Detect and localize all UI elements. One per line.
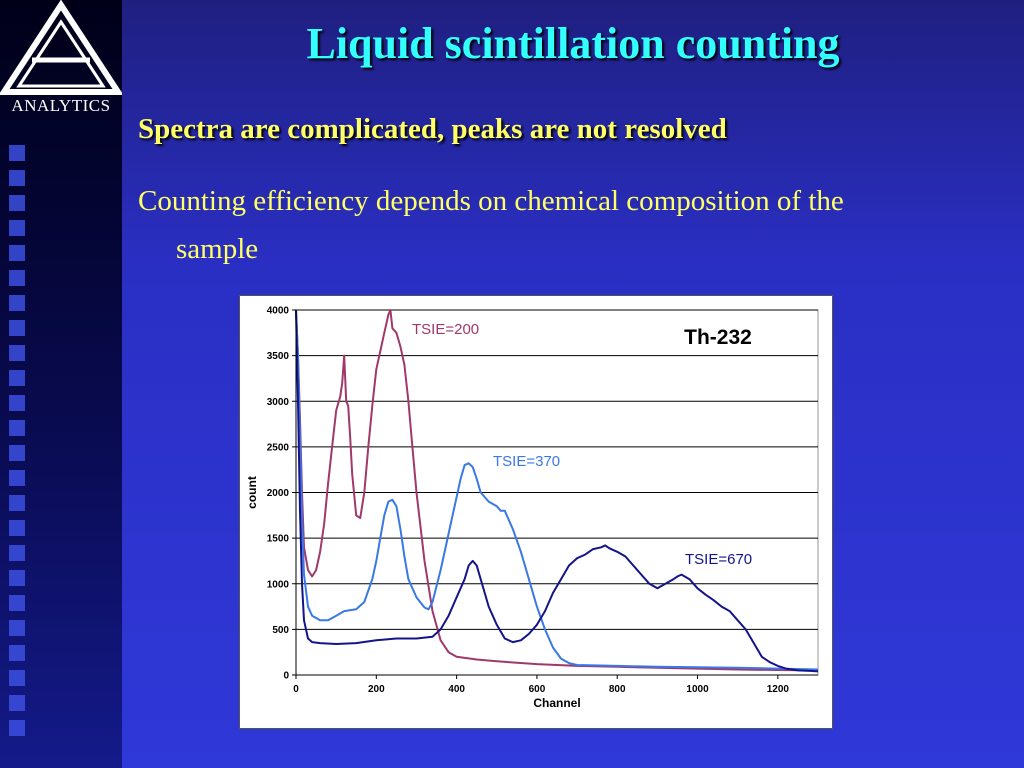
decorative-square [9,245,25,261]
series-annotation: TSIE=200 [412,321,479,338]
x-axis-label: Channel [533,696,580,710]
decorative-square [9,295,25,311]
x-tick-label: 200 [368,684,385,695]
y-tick-label: 1500 [267,534,290,545]
decorative-square [9,370,25,386]
bullet-spectra: Spectra are complicated, peaks are not r… [138,113,727,145]
decorative-square [9,395,25,411]
chart-series [295,309,819,673]
y-tick-label: 4000 [267,306,290,317]
chart-axes: 0 500 1000 1500 2000 2500 3000 3500 4000 0 200 400 6… [267,306,818,695]
slide-title: Liquid scintillation counting [306,19,840,68]
bullet-efficiency-line1: Counting efficiency depends on chemical … [138,185,844,217]
decorative-square [9,520,25,536]
x-tick-label: 1200 [767,684,790,695]
decorative-square [9,595,25,611]
x-tick-label: 1000 [686,684,709,695]
series-tsie-670 [295,309,819,673]
chart-svg: 0 500 1000 1500 2000 2500 3000 3500 4000 0 200 400 6… [245,306,819,710]
decorative-square [9,645,25,661]
decorative-square [9,545,25,561]
bullet-efficiency: Counting efficiency depends on chemical … [138,177,1018,273]
decorative-squares [9,145,25,745]
decorative-square [9,720,25,736]
sidebar-band [0,0,122,768]
series-annotation: TSIE=670 [685,551,752,568]
chart-labels: Channel count Th-232 TSIE=200 TSIE=370 TSIE=6… [245,321,752,710]
decorative-square [9,470,25,486]
decorative-square [9,345,25,361]
x-tick-label: 600 [529,684,546,695]
y-tick-label: 1000 [267,579,290,590]
decorative-square [9,620,25,636]
y-tick-label: 2000 [267,488,290,499]
decorative-square [9,220,25,236]
decorative-square [9,270,25,286]
series-tsie-370 [295,309,819,671]
y-tick-label: 3000 [267,397,290,408]
decorative-square [9,695,25,711]
analytics-logo-icon [0,0,122,95]
y-tick-label: 3500 [267,351,290,362]
y-tick-label: 2500 [267,442,290,453]
decorative-square [9,570,25,586]
decorative-square [9,145,25,161]
decorative-square [9,495,25,511]
y-tick-label: 500 [272,625,289,636]
chart-title: Th-232 [684,326,752,349]
series-annotation: TSIE=370 [493,453,560,470]
y-tick-label: 0 [283,671,289,682]
bullet-efficiency-line2: sample [176,233,259,265]
decorative-square [9,445,25,461]
x-tick-label: 800 [609,684,626,695]
x-tick-label: 0 [293,684,299,695]
decorative-square [9,195,25,211]
chart-grid [295,309,819,676]
x-tick-label: 400 [448,684,465,695]
decorative-square [9,320,25,336]
decorative-square [9,670,25,686]
spectrum-chart: 0 500 1000 1500 2000 2500 3000 3500 4000 0 200 400 6… [239,295,833,729]
decorative-square [9,420,25,436]
y-axis-label: count [245,476,259,509]
series-tsie-200 [295,309,819,672]
decorative-square [9,170,25,186]
logo-text: ANALYTICS [11,96,111,115]
